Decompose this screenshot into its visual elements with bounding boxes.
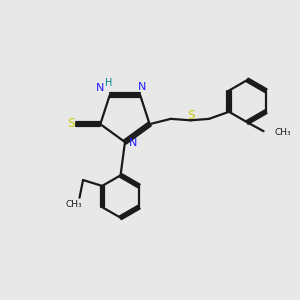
Text: N: N xyxy=(137,82,146,92)
Text: CH₃: CH₃ xyxy=(275,128,291,137)
Text: N: N xyxy=(129,138,137,148)
Text: N: N xyxy=(96,83,104,93)
Text: H: H xyxy=(105,78,112,88)
Text: S: S xyxy=(67,117,75,130)
Text: CH₃: CH₃ xyxy=(66,200,82,209)
Text: S: S xyxy=(188,109,195,122)
